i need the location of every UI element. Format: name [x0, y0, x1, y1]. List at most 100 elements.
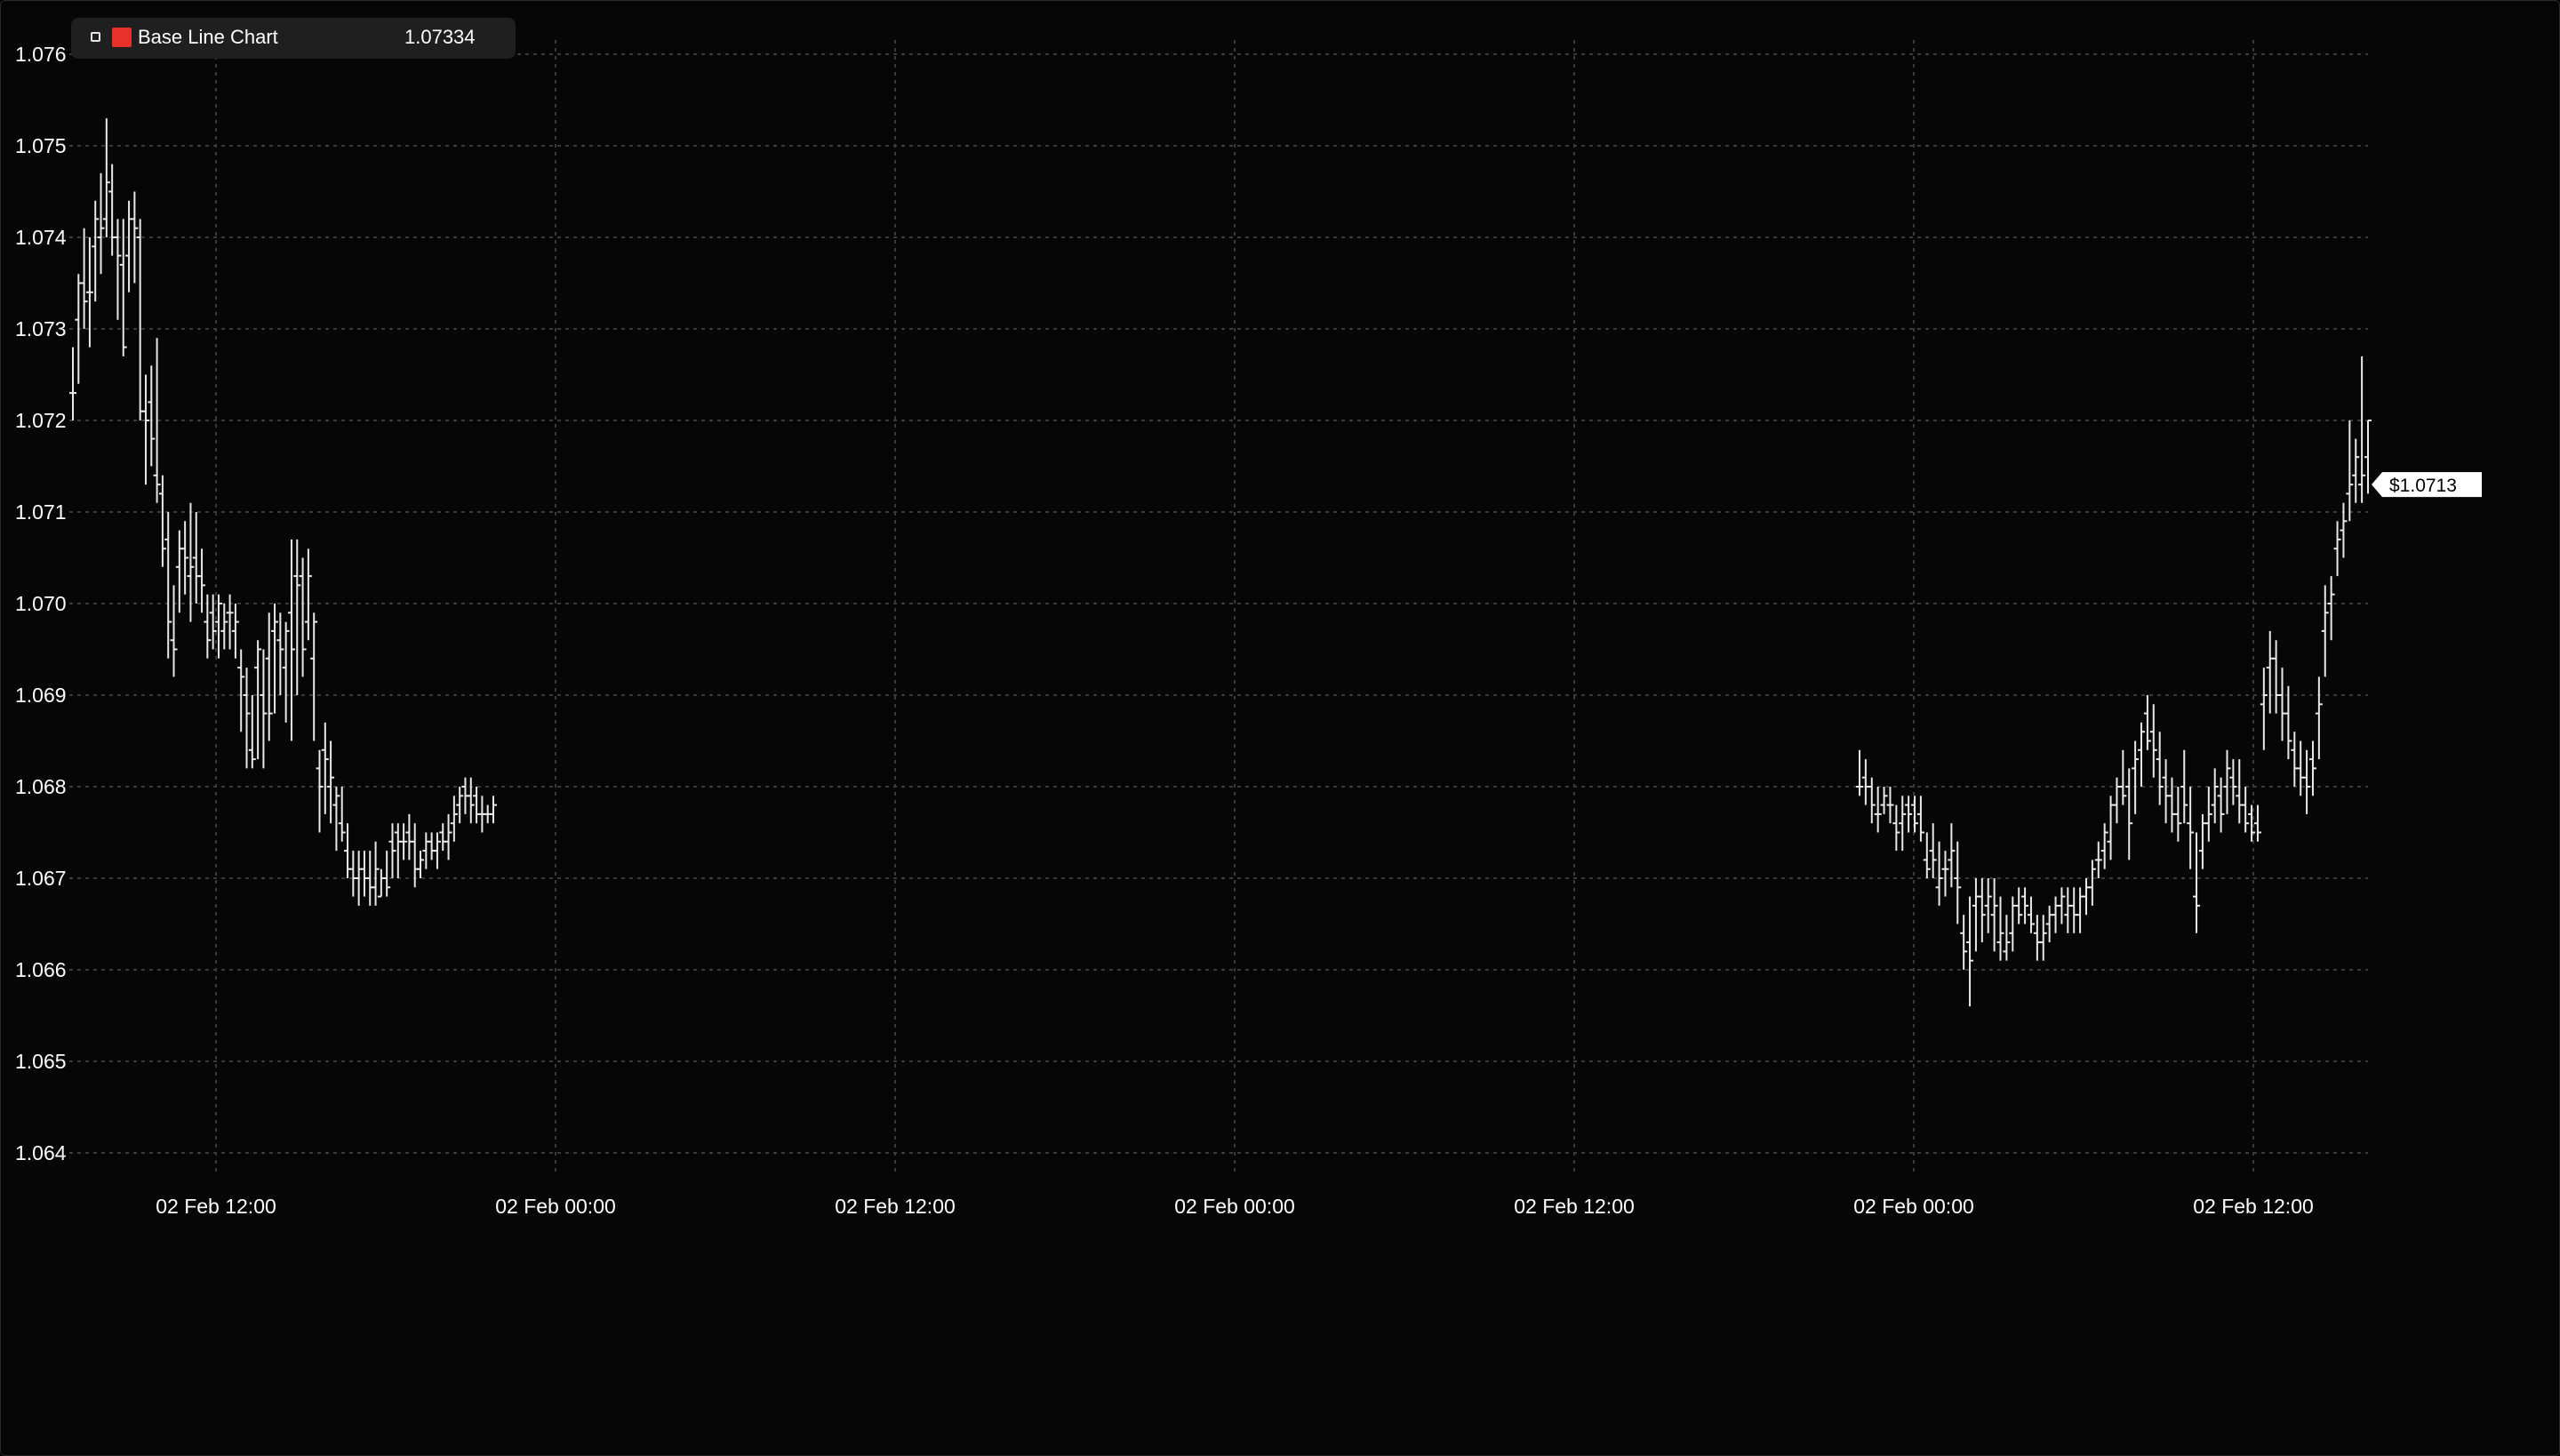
ohlc-bar[interactable]: [321, 722, 329, 814]
ohlc-bar[interactable]: [1935, 841, 1943, 906]
ohlc-bar[interactable]: [2308, 740, 2316, 796]
ohlc-bar[interactable]: [383, 851, 391, 897]
ohlc-bar[interactable]: [2315, 676, 2323, 760]
ohlc-bar[interactable]: [2033, 915, 2041, 961]
ohlc-bar[interactable]: [2204, 787, 2212, 842]
ohlc-bar[interactable]: [85, 237, 93, 348]
ohlc-bar[interactable]: [2058, 887, 2066, 924]
ohlc-bar[interactable]: [2303, 749, 2311, 814]
ohlc-bar[interactable]: [2132, 740, 2140, 814]
ohlc-bar[interactable]: [355, 851, 363, 906]
ohlc-bar[interactable]: [175, 530, 183, 613]
ohlc-bar[interactable]: [1948, 823, 1956, 888]
ohlc-bar[interactable]: [2027, 896, 2035, 933]
ohlc-bar[interactable]: [2174, 787, 2182, 842]
visibility-toggle-icon[interactable]: [91, 32, 100, 42]
ohlc-bar[interactable]: [2291, 732, 2299, 787]
ohlc-bar[interactable]: [114, 219, 122, 320]
ohlc-bar[interactable]: [1941, 851, 1949, 897]
bar-series[interactable]: [69, 118, 2372, 1007]
ohlc-bar[interactable]: [316, 749, 324, 833]
ohlc-bar[interactable]: [1972, 878, 1980, 952]
ohlc-bar[interactable]: [248, 695, 256, 769]
ohlc-bar[interactable]: [2107, 796, 2115, 860]
ohlc-bar[interactable]: [428, 832, 436, 860]
ohlc-bar[interactable]: [1892, 804, 1900, 852]
ohlc-bar[interactable]: [2076, 887, 2084, 933]
ohlc-bar[interactable]: [2009, 896, 2017, 952]
ohlc-bar[interactable]: [2100, 823, 2108, 869]
ohlc-bar[interactable]: [2168, 777, 2176, 833]
ohlc-bar[interactable]: [344, 823, 352, 878]
ohlc-bar[interactable]: [2193, 832, 2201, 933]
ohlc-bar[interactable]: [2039, 915, 2047, 961]
ohlc-bar[interactable]: [80, 228, 88, 329]
ohlc-bar[interactable]: [119, 219, 127, 356]
ohlc-bar[interactable]: [276, 612, 284, 695]
ohlc-bar[interactable]: [2266, 630, 2274, 714]
ohlc-bar[interactable]: [377, 868, 385, 898]
ohlc-bar[interactable]: [310, 612, 318, 741]
ohlc-bar[interactable]: [2149, 704, 2157, 778]
ohlc-bar[interactable]: [1905, 796, 1913, 833]
ohlc-bar[interactable]: [2015, 887, 2023, 924]
ohlc-bar[interactable]: [2180, 749, 2188, 824]
ohlc-bar[interactable]: [2094, 841, 2102, 878]
ohlc-bar[interactable]: [1996, 896, 2004, 961]
ohlc-bar[interactable]: [237, 649, 245, 732]
ohlc-bar[interactable]: [192, 512, 200, 604]
ohlc-bar[interactable]: [2333, 521, 2341, 577]
ohlc-bar[interactable]: [2297, 740, 2305, 796]
ohlc-bar[interactable]: [2260, 668, 2268, 750]
ohlc-bar[interactable]: [2364, 420, 2372, 494]
ohlc-bar[interactable]: [388, 823, 396, 878]
ohlc-bar[interactable]: [125, 200, 133, 292]
ohlc-bar[interactable]: [271, 604, 279, 714]
ohlc-bar[interactable]: [170, 585, 178, 677]
ohlc-bar[interactable]: [92, 200, 100, 302]
ohlc-bar[interactable]: [287, 539, 295, 741]
ohlc-bar[interactable]: [2119, 749, 2127, 805]
ohlc-bar[interactable]: [2248, 804, 2256, 842]
ohlc-bar[interactable]: [411, 823, 419, 888]
ohlc-bar[interactable]: [181, 521, 189, 595]
ohlc-bar[interactable]: [2021, 887, 2029, 924]
ohlc-bar[interactable]: [433, 832, 441, 869]
ohlc-bar[interactable]: [2064, 887, 2072, 933]
ohlc-bar[interactable]: [400, 823, 408, 860]
ohlc-bar[interactable]: [2162, 759, 2170, 824]
ohlc-bar[interactable]: [372, 841, 380, 906]
ohlc-bar[interactable]: [158, 475, 166, 567]
ohlc-bar[interactable]: [220, 604, 228, 650]
ohlc-bar[interactable]: [2070, 887, 2078, 933]
ohlc-bar[interactable]: [2242, 787, 2250, 833]
ohlc-bar[interactable]: [490, 796, 497, 824]
ohlc-bar[interactable]: [1978, 878, 1986, 943]
ohlc-bar[interactable]: [2278, 668, 2286, 741]
ohlc-bar[interactable]: [299, 557, 307, 677]
ohlc-bar[interactable]: [1960, 915, 1968, 970]
ohlc-bar[interactable]: [204, 594, 212, 659]
ohlc-bar[interactable]: [265, 612, 273, 741]
ohlc-bar[interactable]: [187, 502, 195, 622]
ohlc-bar[interactable]: [136, 219, 144, 420]
ohlc-bar[interactable]: [1990, 878, 1998, 952]
ohlc-bar[interactable]: [2088, 860, 2096, 906]
ohlc-bar[interactable]: [2187, 787, 2195, 869]
ohlc-bar[interactable]: [2125, 768, 2133, 860]
ohlc-bar[interactable]: [1874, 787, 1882, 833]
ohlc-bar[interactable]: [131, 191, 139, 284]
ohlc-bar[interactable]: [198, 548, 206, 613]
ohlc-bar[interactable]: [2236, 759, 2244, 824]
ohlc-bar[interactable]: [1916, 796, 1924, 842]
ohlc-bar[interactable]: [231, 604, 239, 659]
ohlc-bar[interactable]: [164, 512, 172, 659]
ohlc-bar[interactable]: [1929, 823, 1937, 878]
ohlc-bar[interactable]: [153, 338, 161, 503]
ohlc-bar[interactable]: [2327, 576, 2335, 641]
ohlc-bar[interactable]: [2284, 685, 2292, 760]
ohlc-bar[interactable]: [349, 851, 357, 897]
ohlc-bar[interactable]: [2229, 759, 2237, 805]
ohlc-bar[interactable]: [366, 851, 374, 906]
